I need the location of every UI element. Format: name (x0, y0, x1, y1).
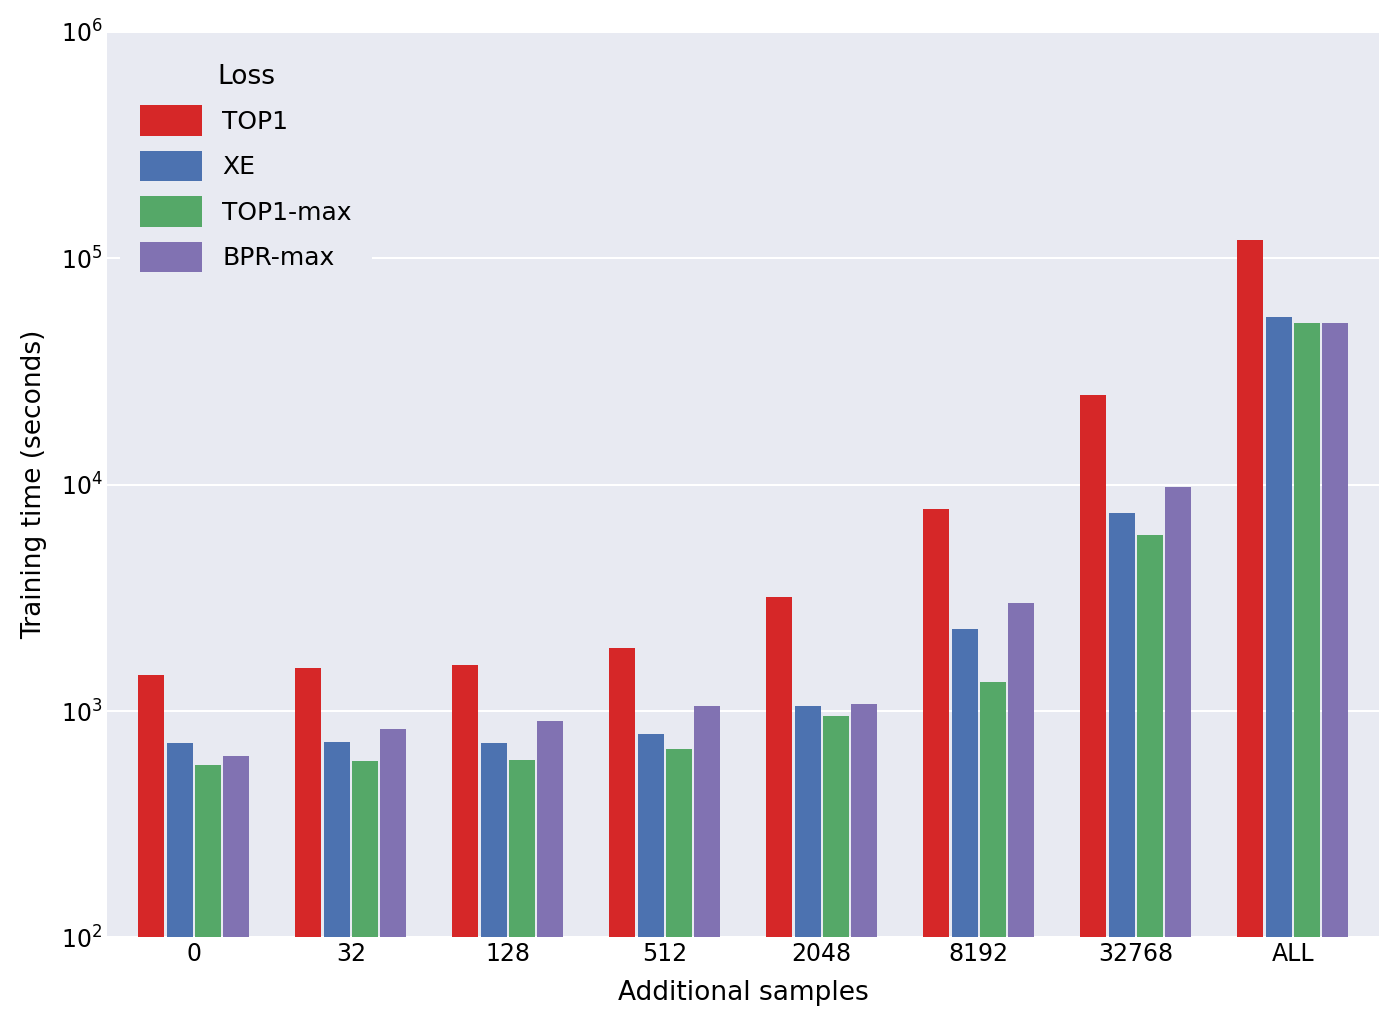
Bar (1266, 317, 1292, 1027)
Bar (980, 682, 1007, 1027)
Bar (609, 648, 636, 1027)
Bar (1109, 512, 1134, 1027)
Bar (195, 764, 221, 1027)
Bar (637, 734, 664, 1027)
Bar (924, 509, 949, 1027)
Bar (480, 744, 507, 1027)
Bar (223, 757, 249, 1027)
Bar (851, 705, 878, 1027)
X-axis label: Additional samples: Additional samples (617, 980, 868, 1006)
Bar (795, 707, 820, 1027)
Bar (666, 749, 692, 1027)
Bar (823, 716, 848, 1027)
Bar (1294, 322, 1320, 1027)
Bar (1238, 240, 1263, 1027)
Bar (538, 721, 563, 1027)
Bar (381, 729, 406, 1027)
Y-axis label: Training time (seconds): Training time (seconds) (21, 330, 46, 640)
Bar (295, 668, 322, 1027)
Bar (452, 664, 479, 1027)
Bar (766, 597, 792, 1027)
Legend: TOP1, XE, TOP1-max, BPR-max: TOP1, XE, TOP1-max, BPR-max (120, 44, 372, 293)
Bar (1008, 603, 1035, 1027)
Bar (323, 741, 350, 1027)
Bar (1137, 535, 1163, 1027)
Bar (510, 760, 535, 1027)
Bar (167, 744, 193, 1027)
Bar (1322, 322, 1348, 1027)
Bar (1081, 394, 1106, 1027)
Bar (351, 761, 378, 1027)
Bar (952, 630, 977, 1027)
Bar (1165, 487, 1191, 1027)
Bar (139, 675, 164, 1027)
Bar (694, 707, 720, 1027)
